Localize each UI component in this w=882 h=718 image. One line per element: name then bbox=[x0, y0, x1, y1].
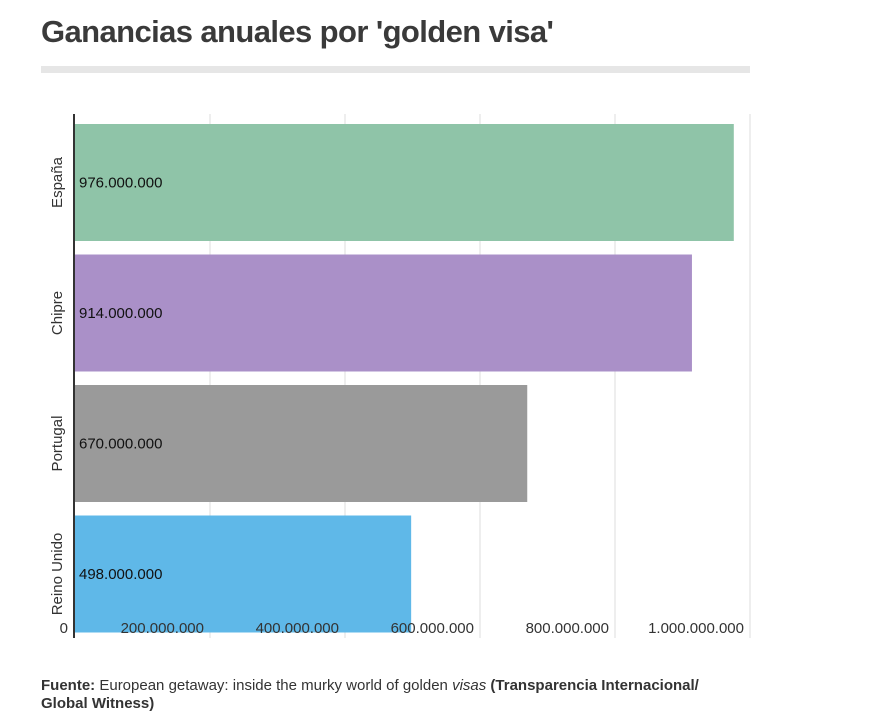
source-note: Fuente: European getaway: inside the mur… bbox=[41, 677, 741, 713]
bar bbox=[75, 515, 412, 633]
bar-value-label: 914.000.000 bbox=[79, 305, 162, 322]
category-label: Chipre bbox=[49, 291, 66, 335]
bar-value-label: 498.000.000 bbox=[79, 566, 162, 583]
bar bbox=[75, 385, 528, 502]
source-text-italic: visas bbox=[452, 677, 487, 694]
chart-title: Ganancias anuales por 'golden visa' bbox=[41, 14, 554, 49]
bar bbox=[75, 124, 734, 241]
bar bbox=[75, 254, 692, 372]
source-label: Fuente: bbox=[41, 677, 96, 694]
x-tick-label: 600.000.000 bbox=[391, 620, 474, 637]
source-publisher: (Transparencia Internacional/ Global Wit… bbox=[41, 677, 699, 712]
category-label: España bbox=[49, 156, 66, 208]
x-tick-label: 800.000.000 bbox=[526, 620, 609, 637]
category-label: Portugal bbox=[49, 416, 66, 472]
source-text: European getaway: inside the murky world… bbox=[99, 677, 448, 694]
bar-value-label: 670.000.000 bbox=[79, 436, 162, 453]
x-tick-label: 0 bbox=[60, 620, 68, 637]
title-divider bbox=[41, 66, 750, 73]
bar-value-label: 976.000.000 bbox=[79, 175, 162, 192]
x-tick-label: 200.000.000 bbox=[121, 620, 204, 637]
x-tick-label: 1.000.000.000 bbox=[648, 620, 744, 637]
x-tick-label: 400.000.000 bbox=[256, 620, 339, 637]
category-label: Reino Unido bbox=[49, 533, 66, 616]
axes: 0 200.000.000 400.000.000 600.000.000 800.00… bbox=[49, 114, 744, 638]
bars: 976.000.000 914.000.000 670.000.000 498.000… bbox=[75, 124, 734, 633]
